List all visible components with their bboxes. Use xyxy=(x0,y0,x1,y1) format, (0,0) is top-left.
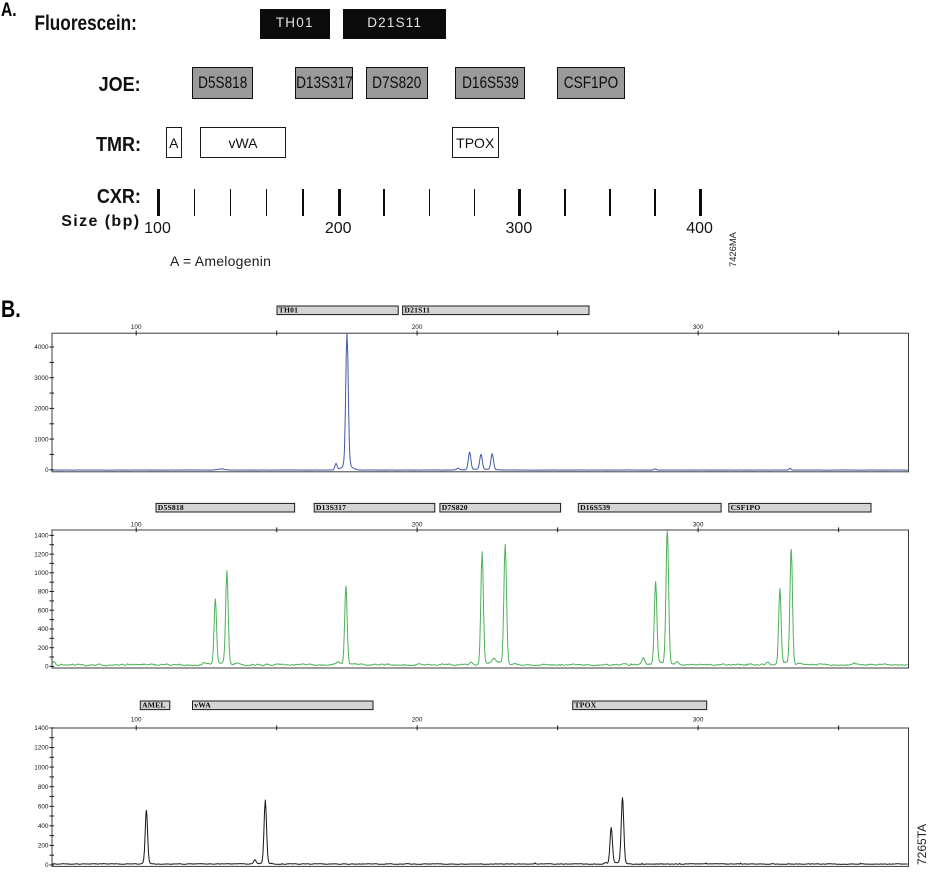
svg-text:TH01: TH01 xyxy=(279,306,298,315)
svg-text:D5S818: D5S818 xyxy=(158,503,184,512)
svg-text:200: 200 xyxy=(38,645,49,652)
svg-text:1400: 1400 xyxy=(34,725,49,732)
svg-text:600: 600 xyxy=(38,607,49,614)
svg-text:D16S539: D16S539 xyxy=(580,503,610,512)
svg-text:AMEL: AMEL xyxy=(142,701,166,710)
svg-text:100: 100 xyxy=(131,324,142,331)
svg-text:0: 0 xyxy=(45,467,49,474)
svg-text:300: 300 xyxy=(693,522,704,529)
svg-text:1200: 1200 xyxy=(34,551,49,558)
svg-text:200: 200 xyxy=(412,522,423,529)
svg-text:D7S820: D7S820 xyxy=(442,503,468,512)
svg-text:200: 200 xyxy=(412,717,423,724)
svg-text:100: 100 xyxy=(131,717,142,724)
svg-text:800: 800 xyxy=(38,784,49,791)
svg-text:0: 0 xyxy=(45,862,49,869)
svg-text:100: 100 xyxy=(131,522,142,529)
svg-text:0: 0 xyxy=(45,664,49,671)
svg-text:200: 200 xyxy=(38,843,49,850)
svg-text:200: 200 xyxy=(412,324,423,331)
svg-text:300: 300 xyxy=(693,717,704,724)
svg-text:1000: 1000 xyxy=(34,764,49,771)
svg-text:1400: 1400 xyxy=(34,533,49,540)
svg-text:1000: 1000 xyxy=(34,436,49,443)
svg-text:TPOX: TPOX xyxy=(575,701,597,710)
svg-text:1200: 1200 xyxy=(34,745,49,752)
svg-text:3000: 3000 xyxy=(34,375,49,382)
svg-text:vWA: vWA xyxy=(194,701,211,710)
svg-text:1000: 1000 xyxy=(34,570,49,577)
svg-text:D21S11: D21S11 xyxy=(404,306,430,315)
svg-text:300: 300 xyxy=(693,324,704,331)
svg-text:400: 400 xyxy=(38,626,49,633)
svg-text:4000: 4000 xyxy=(34,344,49,351)
svg-text:D13S317: D13S317 xyxy=(316,503,346,512)
svg-text:CSF1PO: CSF1PO xyxy=(731,503,761,512)
svg-text:600: 600 xyxy=(38,804,49,811)
svg-text:800: 800 xyxy=(38,589,49,596)
svg-text:400: 400 xyxy=(38,823,49,830)
svg-text:2000: 2000 xyxy=(34,406,49,413)
